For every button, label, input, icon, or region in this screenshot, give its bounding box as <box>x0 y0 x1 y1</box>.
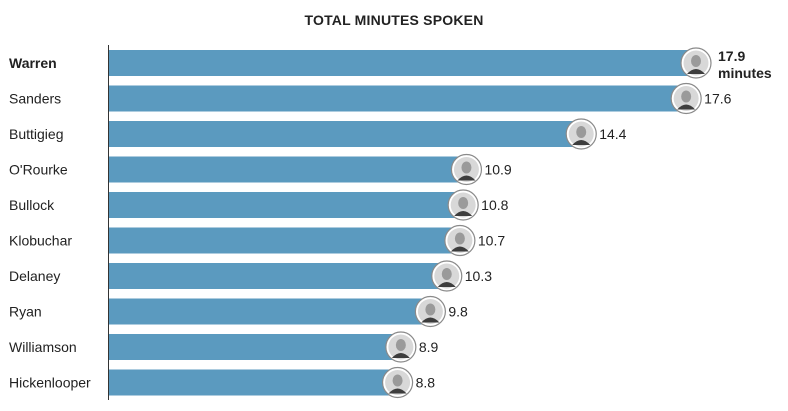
bar-buttigieg <box>109 121 582 147</box>
value-label-hickenlooper: 8.8 <box>416 375 436 391</box>
bar-orourke <box>109 156 467 183</box>
category-label-klobuchar: Klobuchar <box>9 233 72 249</box>
value-label-sanders: 17.6 <box>704 91 731 107</box>
value-label-buttigieg: 14.4 <box>599 126 626 142</box>
value-unit-label: minutes <box>718 65 772 81</box>
value-label-klobuchar: 10.7 <box>478 233 505 249</box>
category-label-bullock: Bullock <box>9 197 55 213</box>
value-label-warren: 17.9 <box>718 48 745 64</box>
portrait-icon-hickenlooper <box>381 366 414 399</box>
portrait-icon-klobuchar <box>444 224 476 257</box>
category-label-orourke: O'Rourke <box>9 162 68 178</box>
category-label-hickenlooper: Hickenlooper <box>9 375 91 391</box>
bar-williamson <box>109 334 401 360</box>
portrait-icon-buttigieg <box>565 118 597 150</box>
portrait-icon-williamson <box>385 331 417 363</box>
chart-title: TOTAL MINUTES SPOKEN <box>304 12 484 28</box>
bar-warren <box>109 50 696 76</box>
bar-klobuchar <box>109 227 460 254</box>
portrait-icon-bullock <box>447 189 479 221</box>
portrait-icon-sanders <box>670 82 702 115</box>
bar-delaney <box>109 263 447 289</box>
category-label-buttigieg: Buttigieg <box>9 126 63 142</box>
value-label-orourke: 10.9 <box>484 162 511 178</box>
portrait-icon-warren <box>680 47 712 79</box>
portrait-icon-ryan <box>414 295 446 328</box>
bar-hickenlooper <box>109 369 398 396</box>
portrait-icon-delaney <box>431 260 463 292</box>
bar-sanders <box>109 85 687 112</box>
value-label-delaney: 10.3 <box>465 268 492 284</box>
portrait-icons <box>381 47 712 399</box>
value-label-williamson: 8.9 <box>419 339 439 355</box>
category-label-delaney: Delaney <box>9 268 60 284</box>
bar-bullock <box>109 192 464 218</box>
value-label-bullock: 10.8 <box>481 197 508 213</box>
value-label-ryan: 9.8 <box>448 304 468 320</box>
category-label-warren: Warren <box>9 55 57 71</box>
bars <box>109 50 696 396</box>
portrait-icon-orourke <box>450 153 483 186</box>
category-label-williamson: Williamson <box>9 339 77 355</box>
category-label-sanders: Sanders <box>9 91 61 107</box>
category-labels: Warren Sanders Buttigieg O'Rourke Bullock Klo… <box>9 55 91 391</box>
bar-ryan <box>109 298 431 325</box>
category-label-ryan: Ryan <box>9 304 42 320</box>
